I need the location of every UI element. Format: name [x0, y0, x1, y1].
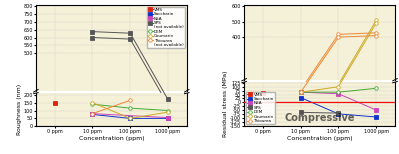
Text: Compressive: Compressive [284, 113, 355, 123]
X-axis label: Concentration (ppm): Concentration (ppm) [79, 136, 144, 141]
Legend: VMS, Saccharin, NSA, SPS, (not available), DEM, Coumarin, Thiourea, (not availab: VMS, Saccharin, NSA, SPS, (not available… [146, 7, 185, 48]
Y-axis label: Roughness (nm): Roughness (nm) [17, 84, 22, 135]
X-axis label: Concentration (ppm): Concentration (ppm) [287, 136, 352, 141]
Legend: VMS, Saccharin, NSA, SPS, DEM, Coumarin, Thiourea: VMS, Saccharin, NSA, SPS, DEM, Coumarin,… [246, 92, 275, 124]
Y-axis label: Residual stress (MPa): Residual stress (MPa) [223, 71, 228, 137]
